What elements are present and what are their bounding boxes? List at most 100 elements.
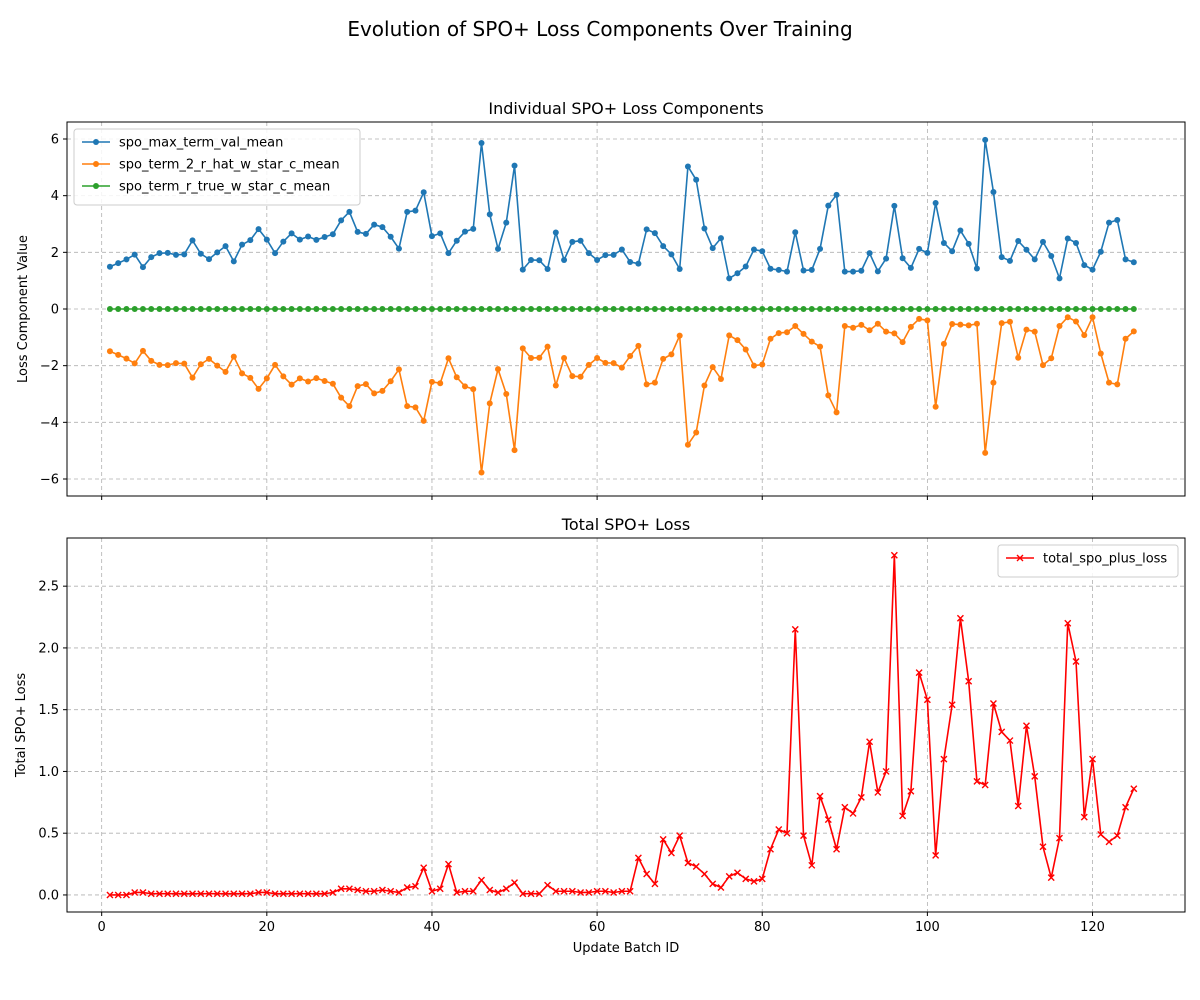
data-point	[197, 890, 205, 898]
data-point	[899, 812, 907, 820]
data-point	[1039, 306, 1046, 312]
data-point	[1006, 257, 1013, 264]
data-point	[346, 306, 353, 312]
data-point	[304, 890, 312, 898]
data-point	[470, 386, 477, 393]
data-point	[230, 258, 237, 265]
data-point	[1073, 306, 1080, 312]
data-point	[998, 306, 1005, 312]
data-point	[948, 701, 956, 709]
data-point	[478, 306, 485, 312]
data-point	[552, 306, 559, 312]
ticks-components: −6 −4 −2 0 2 4 6	[40, 133, 1094, 500]
data-point	[478, 139, 485, 146]
data-point	[618, 364, 625, 371]
legend-marker	[93, 183, 99, 189]
data-point	[155, 890, 163, 898]
data-point	[899, 255, 906, 262]
data-point	[172, 306, 179, 312]
data-point	[156, 250, 163, 257]
data-point	[1122, 256, 1129, 263]
data-point	[255, 385, 262, 392]
data-point	[568, 887, 576, 895]
legend-components: spo_max_term_val_mean spo_term_2_r_hat_w_…	[73, 128, 361, 206]
legend-marker	[93, 161, 99, 167]
data-point	[1089, 755, 1097, 763]
data-point	[230, 353, 237, 360]
data-point	[684, 306, 691, 312]
data-point	[222, 890, 230, 898]
data-point	[296, 890, 304, 898]
data-point	[569, 238, 576, 245]
data-point	[742, 263, 749, 270]
data-point	[1089, 266, 1096, 273]
data-point	[1106, 219, 1113, 226]
data-point	[552, 887, 560, 895]
data-point	[536, 354, 543, 361]
data-point	[742, 346, 749, 353]
data-point	[923, 696, 931, 704]
data-point	[627, 353, 634, 360]
data-point	[965, 677, 973, 685]
data-point	[850, 324, 857, 331]
data-point	[519, 345, 526, 352]
data-point	[189, 237, 196, 244]
data-point	[131, 360, 138, 367]
data-point	[272, 250, 279, 257]
data-point	[1105, 838, 1113, 846]
data-point	[759, 306, 766, 312]
data-point	[949, 306, 956, 312]
data-point	[833, 845, 841, 853]
data-point	[693, 176, 700, 183]
data-point	[544, 881, 552, 889]
data-point	[337, 885, 345, 893]
data-point	[312, 890, 320, 898]
data-point	[1047, 874, 1055, 882]
data-point	[404, 208, 411, 215]
data-point	[404, 306, 411, 312]
data-point	[717, 884, 725, 892]
data-point	[981, 781, 989, 789]
data-point	[874, 306, 881, 312]
data-point	[602, 359, 609, 366]
data-point	[1048, 355, 1055, 362]
data-point	[1006, 737, 1014, 745]
data-point	[214, 362, 221, 369]
data-point	[610, 888, 618, 896]
data-point	[940, 340, 947, 347]
data-point	[932, 200, 939, 207]
data-point	[816, 792, 824, 800]
data-point	[428, 306, 435, 312]
data-point	[495, 366, 502, 373]
data-point	[940, 306, 947, 312]
data-point	[411, 882, 419, 890]
data-point	[643, 226, 650, 233]
data-point	[800, 306, 807, 312]
data-point	[536, 306, 543, 312]
data-point	[502, 885, 510, 893]
data-point	[767, 845, 774, 853]
data-point	[206, 256, 213, 263]
data-point	[585, 888, 593, 896]
data-point	[428, 887, 436, 895]
data-point	[114, 891, 122, 899]
data-point	[106, 263, 113, 270]
data-point	[651, 306, 658, 312]
data-point	[205, 890, 213, 898]
data-point	[800, 330, 807, 337]
data-point	[378, 886, 386, 894]
data-point	[775, 330, 782, 337]
data-point	[470, 225, 477, 232]
data-point	[123, 306, 130, 312]
data-point	[535, 890, 543, 898]
data-point	[734, 306, 741, 312]
data-point	[932, 306, 939, 312]
data-point	[601, 887, 609, 895]
data-point	[147, 890, 155, 898]
data-point	[709, 364, 716, 371]
plot-area-total	[66, 537, 1186, 913]
data-point	[131, 306, 138, 312]
data-point	[792, 323, 799, 329]
data-point	[197, 361, 204, 368]
data-point	[412, 306, 419, 312]
